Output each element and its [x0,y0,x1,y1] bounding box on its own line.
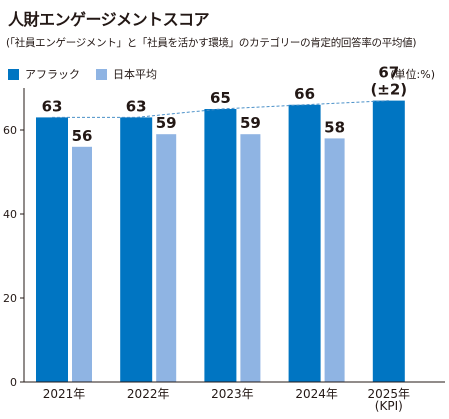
data-label-aflac: 63 [126,97,147,115]
y-tick-label: 0 [10,376,17,389]
legend-label-japan-average: 日本平均 [113,68,157,81]
bar-japan-average [240,134,261,382]
data-label-aflac: 65 [210,89,231,107]
bar-japan-average [324,138,345,382]
x-tick-label: 2024年 [295,387,338,401]
legend-label-aflac: アフラック [25,68,80,81]
y-tick-label: 40 [3,208,17,221]
bar-aflac [288,104,321,383]
unit-label: (単位:%) [390,68,435,81]
y-tick-label: 60 [3,124,17,137]
bar-aflac [36,117,68,383]
data-label-aflac: 66 [294,85,315,103]
data-label-japan-average: 58 [324,118,345,136]
x-tick-label: 2021年 [43,387,86,401]
legend-item-japan-average: 日本平均 [96,66,157,82]
legend-swatch-aflac [8,68,19,80]
bar-aflac [372,100,405,382]
trend-line-aflac [52,100,389,118]
data-label-japan-average: 59 [240,114,261,132]
bar-japan-average [156,134,177,382]
data-label-japan-average: 56 [72,127,93,145]
x-tick-label: 2025年(KPI) [368,387,411,413]
data-label-aflac: 67 (±2) [370,64,407,99]
data-label-japan-average: 59 [156,114,177,132]
bar-aflac [120,117,153,383]
legend: アフラック 日本平均 [8,66,173,82]
chart-subtitle: (「社員エンゲージメント」と「社員を活かす環境」のカテゴリーの肯定的回答率の平均… [6,37,417,49]
bar-japan-average [72,146,92,382]
x-tick-label: 2023年 [211,387,254,401]
x-tick-label: 2022年 [127,387,170,401]
chart-title: 人財エンゲージメントスコア [8,10,210,29]
legend-item-aflac: アフラック [8,66,80,82]
legend-swatch-japan-average [96,68,107,80]
bar-aflac [204,109,237,382]
data-label-aflac: 63 [42,97,63,115]
y-tick-label: 20 [3,292,17,305]
